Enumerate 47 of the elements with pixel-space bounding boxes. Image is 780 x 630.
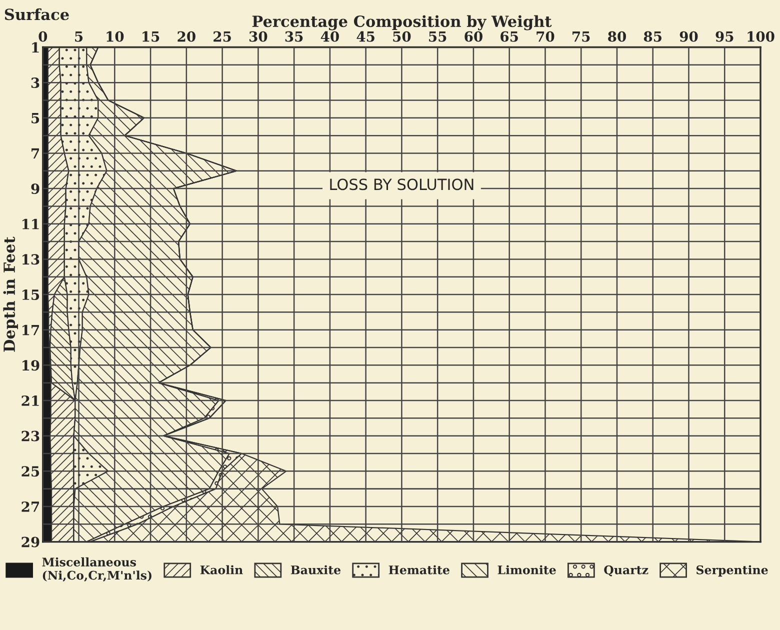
x-tick-label: 10 [106, 31, 124, 42]
y-tick-label: 7 [32, 148, 39, 158]
x-tick-label: 5 [75, 31, 83, 42]
annotation: LOSS BY SOLUTION [330, 178, 474, 190]
x-tick-label: 80 [608, 31, 626, 42]
y-tick-label: 11 [22, 218, 39, 230]
y-tick-label: 15 [22, 289, 40, 300]
legend-label: Kaolin [200, 565, 243, 574]
x-tick-label: 45 [356, 31, 374, 42]
x-tick-label: 35 [285, 31, 303, 42]
legend-label: Hematite [388, 565, 450, 574]
y-tick-label: 21 [22, 395, 39, 406]
x-tick-label: 95 [716, 31, 734, 42]
x-tick-label: 15 [142, 31, 160, 42]
y-axis-title: Depth in Feet [3, 236, 18, 352]
y-tick-label: 13 [22, 254, 40, 265]
x-tick-label: 70 [536, 31, 554, 42]
y-tick-label: 3 [31, 78, 40, 88]
legend-label: Quartz [604, 565, 648, 576]
x-axis-title: Percentage Composition by Weight [252, 15, 552, 30]
x-tick-label: 100 [748, 31, 774, 42]
legend-label: Bauxite [290, 565, 341, 574]
text: Surface [4, 8, 69, 20]
x-tick-label: 20 [178, 31, 196, 42]
legend-label: Limonite [498, 565, 556, 574]
y-tick-label: 29 [22, 536, 40, 548]
y-tick-label: 23 [22, 430, 40, 442]
x-tick-label: 60 [464, 31, 482, 42]
y-tick-label: 19 [22, 360, 40, 371]
x-tick-label: 30 [249, 31, 268, 42]
y-tick-label: 1 [32, 42, 39, 53]
x-tick-label: 40 [320, 31, 339, 42]
x-tick-label: 85 [644, 31, 662, 42]
y-tick-label: 27 [22, 501, 39, 512]
x-tick-label: 25 [214, 31, 231, 42]
y-tick-label: 5 [32, 113, 40, 124]
x-tick-label: 90 [680, 31, 698, 42]
y-tick-label: 9 [31, 184, 40, 194]
x-tick-label: 50 [393, 31, 411, 42]
y-tick-label: 17 [22, 324, 39, 336]
x-tick-label: 65 [500, 31, 518, 42]
y-tick-label: 25 [22, 466, 40, 477]
legend-label: Miscellaneous (Ni,Co,Cr,M'n'ls) [42, 557, 152, 582]
legend-label: Serpentine [696, 565, 768, 577]
x-tick-label: 55 [429, 31, 446, 42]
x-tick-label: 75 [572, 31, 590, 42]
x-tick-label: 0 [38, 31, 48, 42]
